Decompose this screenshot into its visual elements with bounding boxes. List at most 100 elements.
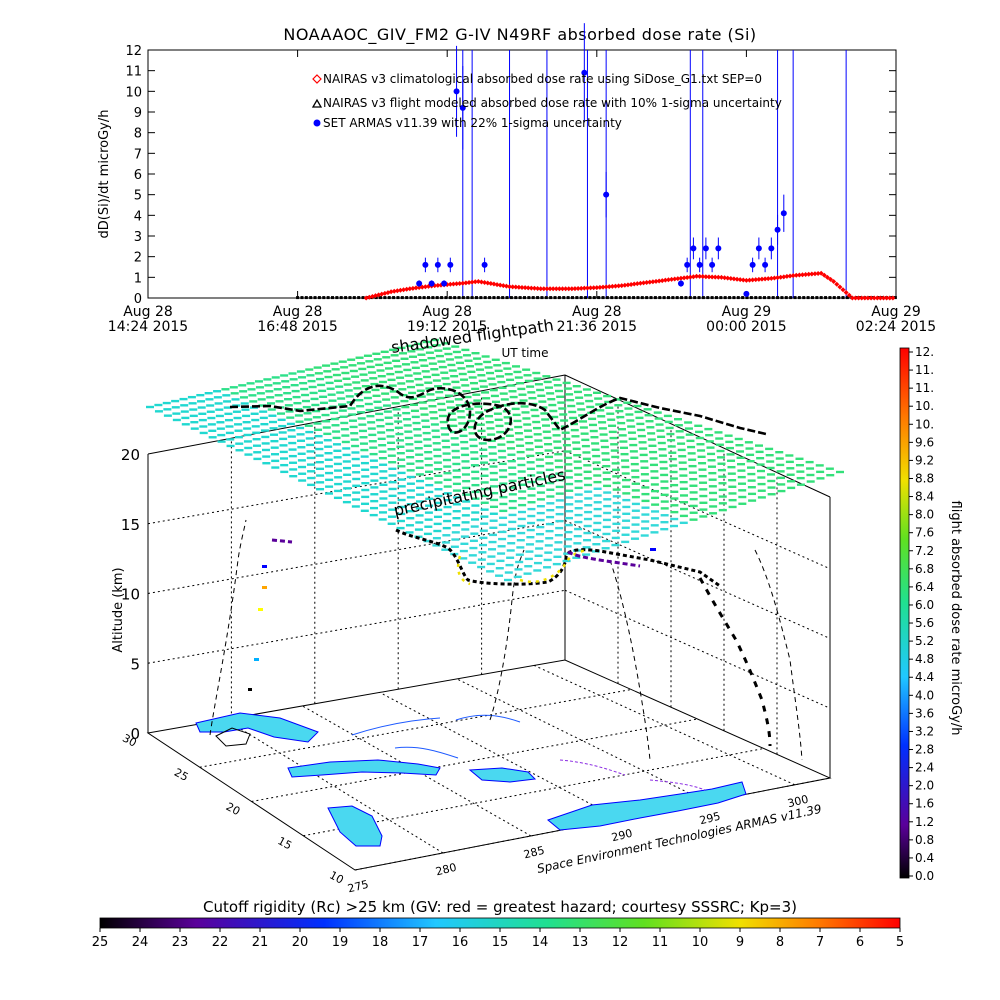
land-cuba [287,759,441,778]
particle-dash [567,404,576,408]
particle-dash [581,438,590,442]
particle-dash [526,467,535,471]
nairas-climatological-point [491,281,497,287]
particle-dash [480,494,489,498]
particle-dash [350,438,359,441]
particle-dash [487,439,496,443]
particle-dash [415,383,424,387]
nairas-flight-point [684,296,688,300]
particle-dash [490,491,499,495]
particle-dash [593,507,602,511]
particle-dash [470,532,479,535]
nairas-climatological-point [750,277,756,283]
particle-dash [508,499,517,503]
particle-dash [564,476,573,479]
particle-dash [513,370,522,374]
particle-dash [400,399,409,403]
particle-dash [432,379,441,382]
nairas-climatological-point [712,274,718,280]
particle-dash [689,504,698,508]
particle-dash [639,447,648,450]
particle-dash [518,483,527,486]
particle-dash [451,538,460,541]
particle-dash [424,511,433,514]
particle-dash [518,503,527,507]
x-tick-label-date: Aug 28 [273,304,323,320]
nairas-climatological-point [703,274,709,280]
particle-dash [442,458,451,462]
particle-dash [450,545,459,548]
particle-dash [553,384,562,387]
altitude-dots [248,548,656,691]
particle-dash [535,458,544,461]
nairas-climatological-point [616,283,622,289]
floor-grid-lat [199,689,632,768]
particle-dash [226,438,235,441]
particle-dash [406,503,415,506]
nairas-flight-point [296,296,300,300]
particle-dash [280,457,289,460]
armas-point [603,191,610,198]
particle-dash [555,526,564,530]
nairas-climatological-point [800,272,805,278]
particle-dash [240,402,249,405]
particle-dash [826,473,835,477]
particle-dash [738,495,747,499]
particle-dash [727,459,736,462]
particle-dash [533,377,542,380]
particle-dash [508,513,517,517]
particle-dash [315,454,324,457]
dose-tick-label: 6.8 [915,562,934,576]
particle-dash [284,398,293,401]
particle-dash [331,424,340,427]
nairas-climatological-point [849,295,855,301]
particle-dash [442,526,451,530]
particle-dash [424,450,433,454]
particle-dash [360,509,369,512]
particle-dash [523,423,532,426]
particle-dash [333,462,342,466]
nairas-flight-point [845,296,849,300]
particle-dash [620,452,629,456]
particle-dash [317,383,326,387]
back-top-left [147,374,566,455]
particle-dash [535,451,544,455]
particle-dash [517,517,526,521]
nairas-climatological-point [834,281,840,287]
y-tick-label: 9 [134,106,142,121]
armas-point [677,280,684,287]
nairas-flight-point [719,296,723,300]
particle-dash [499,495,508,499]
diamond-marker-icon [312,74,322,84]
particle-dash [495,567,504,570]
particle-dash [520,405,529,408]
nairas-climatological-point [678,275,684,281]
particle-dash [579,426,588,429]
particle-dash [572,441,581,444]
nairas-climatological-point [575,285,581,291]
nairas-flight-point [549,296,553,300]
particle-dash [698,468,707,471]
dose-tick-label: 6.0 [915,598,934,612]
particle-dash [488,452,497,455]
particle-dash [452,482,461,486]
particle-dash [422,431,431,435]
particle-dash [669,470,678,474]
particle-dash [507,459,516,463]
particle-dash [630,537,639,540]
rigidity-tick-label: 10 [692,935,709,950]
nairas-climatological-point [597,284,603,290]
particle-dash [679,467,688,471]
particle-dash [296,433,305,436]
particle-dash [279,437,288,441]
particle-dash [544,544,553,547]
particle-dash [321,413,330,417]
particle-dash [197,400,206,403]
particle-dash [670,524,678,528]
particle-dash [333,449,342,453]
particle-dash [517,524,526,528]
nairas-climatological-point [837,284,843,290]
particle-dash [217,440,226,443]
particle-dash [316,481,325,484]
particle-dash [287,429,296,432]
